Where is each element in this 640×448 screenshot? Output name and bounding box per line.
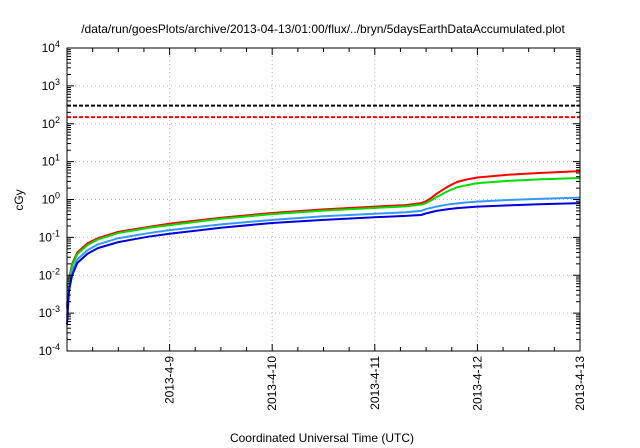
y-tick-label: 10-2 — [39, 266, 60, 282]
x-tick-labels: 2013-4-9 2013-4-10 2013-4-11 2013-4-12 2013-… — [163, 356, 587, 411]
x-tick-label: 2013-4-11 — [368, 356, 382, 410]
x-tick-label: 2013-4-13 — [573, 356, 587, 411]
x-axis-label: Coordinated Universal Time (UTC) — [230, 431, 414, 445]
y-tick-labels: 10-4 10-3 10-2 10-1 100 101 102 103 104 — [39, 39, 60, 358]
series-line — [66, 202, 581, 325]
series-line — [66, 176, 581, 309]
axis-ticks — [67, 47, 581, 352]
threshold-lines — [67, 104, 580, 119]
series-line — [66, 196, 581, 317]
chart-title: /data/run/goesPlots/archive/2013-04-13/0… — [81, 22, 565, 36]
y-tick-label: 10-3 — [39, 304, 60, 320]
x-tick-label: 2013-4-12 — [470, 356, 484, 411]
series-lines — [66, 170, 581, 325]
y-tick-label: 103 — [42, 77, 60, 93]
y-tick-label: 10-1 — [39, 228, 60, 244]
y-tick-label: 102 — [42, 115, 60, 131]
y-tick-label: 10-4 — [39, 342, 60, 358]
y-tick-label: 101 — [42, 153, 60, 169]
y-tick-label: 100 — [42, 191, 60, 207]
x-tick-label: 2013-4-9 — [163, 356, 177, 404]
y-tick-label: 104 — [42, 39, 60, 55]
series-line — [66, 170, 581, 307]
x-tick-label: 2013-4-10 — [265, 356, 279, 411]
y-axis-label: cGy — [12, 189, 26, 210]
